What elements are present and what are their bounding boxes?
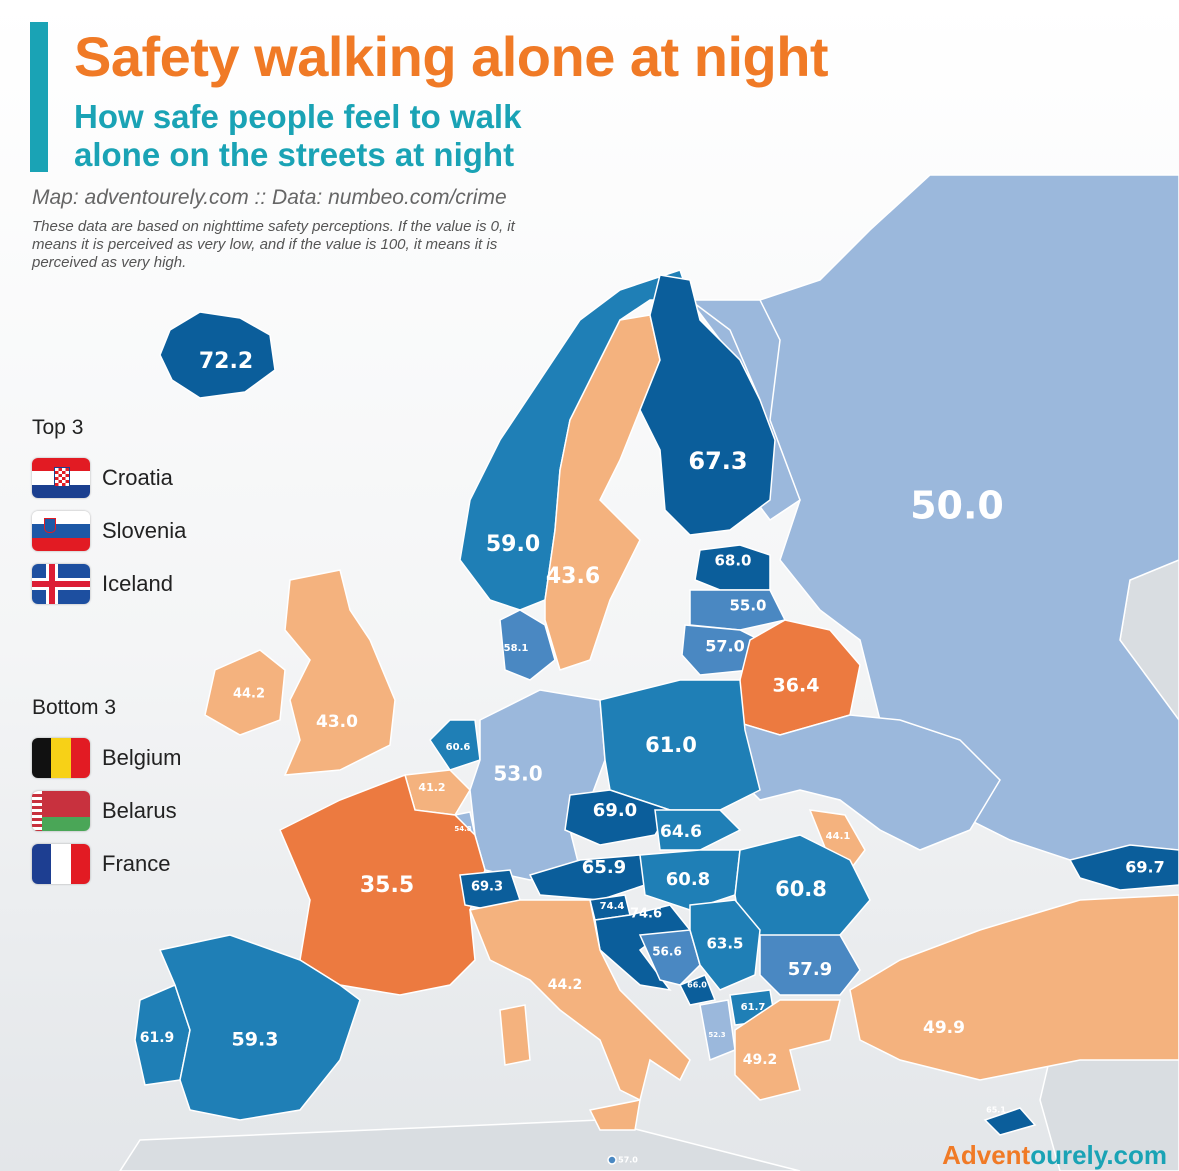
- region-italy-sicily: [588, 1099, 641, 1131]
- region-poland: [599, 679, 761, 811]
- region-georgia: [1068, 844, 1179, 891]
- region-italy: [468, 899, 691, 1102]
- belarus-flag: [32, 791, 90, 831]
- region-value-finland: 67.3: [688, 447, 747, 475]
- region-value-netherlands: 60.6: [446, 742, 471, 753]
- region-value-georgia: 69.7: [1125, 858, 1164, 877]
- region-value-united-kingdom: 43.0: [316, 712, 358, 732]
- region-czechia: [564, 789, 672, 846]
- region-value-belarus: 36.4: [773, 675, 820, 697]
- region-value-montenegro: 66.0: [687, 981, 707, 990]
- region-value-north-macedonia: 61.7: [741, 1002, 766, 1013]
- region-latvia: [689, 589, 787, 631]
- data-note: These data are based on nighttime safety…: [32, 218, 515, 271]
- region-bosnia: [638, 929, 701, 986]
- croatia-flag: [32, 458, 90, 498]
- region-netherlands: [429, 719, 481, 771]
- region-bulgaria: [759, 934, 861, 996]
- region-value-cyprus: 65.1: [986, 1106, 1006, 1115]
- region-value-luxembourg: 54.8: [454, 825, 471, 833]
- region-ireland: [204, 649, 286, 736]
- legend-bottom-item: France: [32, 844, 170, 884]
- region-value-iceland: 72.2: [199, 349, 253, 374]
- region-value-moldova: 44.1: [826, 831, 851, 842]
- region-value-romania: 60.8: [775, 877, 827, 901]
- region-value-bulgaria: 57.9: [788, 959, 832, 980]
- legend-label: Belarus: [102, 798, 177, 823]
- region-value-latvia: 55.0: [729, 597, 766, 615]
- region-value-denmark: 58.1: [504, 643, 529, 654]
- region-iceland: [159, 311, 276, 399]
- region-ukraine: [729, 714, 1001, 851]
- legend-label: Belgium: [102, 745, 182, 770]
- region-africa-north: [119, 1119, 801, 1171]
- region-value-russia: 50.0: [910, 484, 1004, 528]
- region-greece: [734, 999, 841, 1101]
- region-value-switzerland: 69.3: [471, 880, 503, 895]
- belgium-flag: [32, 738, 90, 778]
- region-malta: [607, 1155, 617, 1165]
- region-value-croatia: 74.6: [630, 907, 662, 922]
- region-value-portugal: 61.9: [140, 1030, 175, 1046]
- region-value-ireland: 44.2: [233, 687, 265, 702]
- region-turkey: [849, 894, 1179, 1081]
- legend-top-item: Iceland: [32, 564, 173, 604]
- region-value-slovakia: 64.6: [660, 822, 702, 842]
- region-value-serbia: 63.5: [706, 935, 743, 953]
- legend-label: Iceland: [102, 571, 173, 596]
- region-cyprus: [983, 1107, 1037, 1136]
- legend-bottom-item: Belgium: [32, 738, 181, 778]
- legend-label: Slovenia: [102, 518, 187, 543]
- france-flag: [32, 844, 90, 884]
- region-sweden: [544, 314, 661, 671]
- region-finland: [639, 274, 776, 536]
- legend-top-item: Croatia: [32, 458, 173, 498]
- region-value-spain: 59.3: [232, 1029, 279, 1051]
- region-montenegro: [678, 974, 717, 1006]
- region-value-italy: 44.2: [548, 977, 583, 993]
- region-value-belgium: 41.2: [418, 781, 445, 794]
- region-value-turkey: 49.9: [923, 1018, 965, 1038]
- region-value-norway: 59.0: [486, 532, 540, 557]
- region-slovakia: [654, 809, 742, 851]
- legend-bottom-title: Bottom 3: [32, 696, 117, 719]
- region-value-sweden: 43.6: [546, 564, 600, 589]
- slovenia-flag: [32, 511, 90, 551]
- legend-bottom-item: Belarus: [32, 791, 177, 831]
- legend-label: France: [102, 851, 171, 876]
- region-value-malta: 57.0: [618, 1156, 638, 1165]
- region-value-bosnia: 56.6: [652, 945, 682, 959]
- iceland-flag: [32, 564, 90, 604]
- header-accent-bar: [30, 22, 48, 172]
- region-value-albania: 52.3: [708, 1031, 725, 1039]
- region-norway: [459, 269, 692, 611]
- legend-top-title: Top 3: [32, 416, 84, 439]
- region-denmark: [499, 609, 556, 681]
- brand-part1: Advent: [942, 1140, 1031, 1170]
- region-value-germany: 53.0: [493, 762, 542, 786]
- source-credit: Map: adventourely.com :: Data: numbeo.co…: [32, 186, 507, 209]
- legend-top-item: Slovenia: [32, 511, 186, 551]
- page-subtitle: How safe people feel to walk alone on th…: [74, 98, 522, 173]
- legend-label: Croatia: [102, 465, 173, 490]
- region-serbia: [689, 899, 761, 991]
- region-italy-sardinia: [499, 1004, 531, 1066]
- region-united-kingdom: [283, 569, 396, 776]
- brand-logo: Adventourely.com: [942, 1140, 1167, 1171]
- region-value-greece: 49.2: [743, 1052, 778, 1068]
- region-value-france: 35.5: [360, 873, 414, 898]
- region-spain: [158, 934, 361, 1121]
- brand-part2: ourely.com: [1030, 1140, 1167, 1170]
- region-value-hungary: 60.8: [666, 869, 710, 890]
- region-value-slovenia: 74.4: [600, 901, 625, 912]
- region-value-austria: 65.9: [582, 857, 626, 878]
- region-value-poland: 61.0: [645, 733, 697, 757]
- region-value-estonia: 68.0: [714, 552, 751, 570]
- region-value-czechia: 69.0: [593, 800, 637, 821]
- region-value-lithuania: 57.0: [705, 637, 744, 656]
- page-title: Safety walking alone at night: [74, 25, 829, 88]
